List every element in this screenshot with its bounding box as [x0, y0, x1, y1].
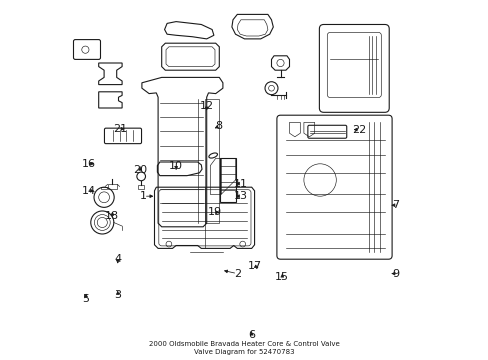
Text: 21: 21: [113, 124, 127, 134]
Text: 13: 13: [233, 191, 247, 201]
Text: 19: 19: [207, 207, 222, 217]
Text: 17: 17: [248, 261, 262, 271]
Text: 8: 8: [215, 121, 223, 131]
Text: 3: 3: [114, 290, 121, 300]
Text: 12: 12: [199, 101, 213, 111]
Text: 7: 7: [391, 200, 398, 210]
Text: 14: 14: [82, 186, 96, 196]
Text: 11: 11: [233, 179, 247, 189]
Text: 9: 9: [391, 269, 398, 279]
Text: 5: 5: [82, 294, 89, 304]
Text: 18: 18: [105, 211, 119, 221]
Text: 6: 6: [248, 330, 255, 340]
Bar: [204, 99, 218, 223]
Text: 20: 20: [133, 165, 147, 175]
Text: 4: 4: [114, 254, 121, 264]
Bar: [220, 158, 236, 202]
Text: 2: 2: [233, 269, 241, 279]
Text: 1: 1: [140, 191, 147, 201]
Text: 22: 22: [352, 125, 366, 135]
Text: Valve Diagram for 52470783: Valve Diagram for 52470783: [194, 349, 294, 355]
Text: 15: 15: [275, 272, 289, 282]
Text: 10: 10: [169, 161, 183, 171]
Text: 16: 16: [82, 159, 96, 169]
Text: 2000 Oldsmobile Bravada Heater Core & Control Valve: 2000 Oldsmobile Bravada Heater Core & Co…: [149, 341, 339, 347]
